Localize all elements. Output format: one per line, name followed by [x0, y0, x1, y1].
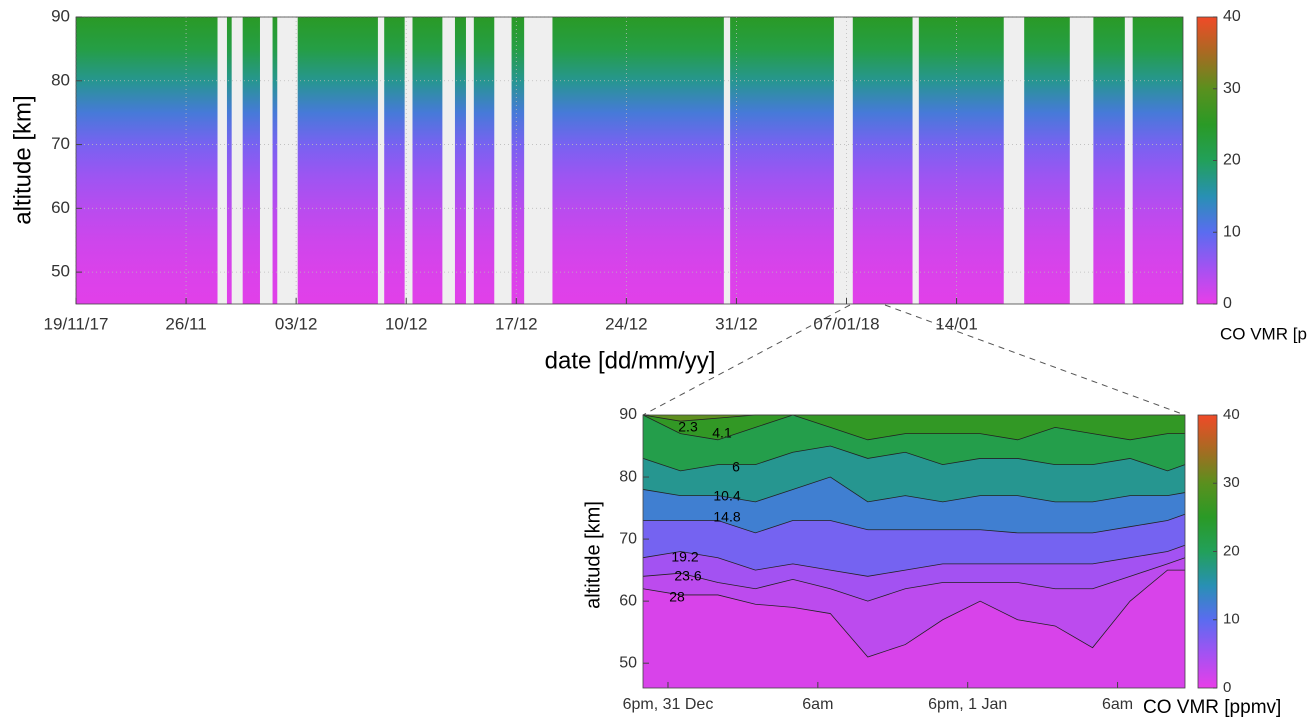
x-tick-label: 03/12: [275, 314, 318, 333]
x-tick-label: 31/12: [715, 314, 758, 333]
x-tick-label: 14/01: [935, 314, 978, 333]
y-tick-label: 70: [51, 134, 70, 153]
contour-label: 19.2: [671, 549, 698, 565]
data-gap: [1003, 17, 1025, 304]
x-tick-label: 07/01/18: [813, 314, 879, 333]
data-gap: [277, 17, 298, 304]
contour-label: 2.3: [678, 419, 698, 435]
y-tick-label: 50: [619, 654, 637, 671]
data-gap: [494, 17, 512, 304]
y-tick-label: 80: [51, 70, 70, 89]
data-gap: [231, 17, 243, 304]
contour-label: 10.4: [713, 488, 740, 504]
data-gap: [912, 17, 919, 304]
x-tick-label: 6am: [1102, 696, 1133, 713]
data-gap: [259, 17, 273, 304]
contour-line: [642, 445, 1186, 472]
x-tick-label: 26/11: [165, 314, 206, 333]
y-tick-label: 60: [619, 592, 637, 609]
contour-line: [643, 513, 1186, 534]
colorbar-tick-label: 30: [1223, 80, 1241, 97]
y-tick-label: 90: [51, 6, 70, 25]
y-tick-label: 80: [619, 468, 637, 485]
contour-label: 23.6: [674, 568, 701, 584]
data-gap: [1124, 17, 1133, 304]
y-tick-label: 70: [619, 530, 637, 547]
x-tick-label: 17/12: [495, 314, 538, 333]
data-gap: [442, 17, 455, 304]
data-gap: [465, 17, 474, 304]
contour-line: [642, 544, 1186, 577]
contour-line: [642, 569, 1185, 658]
contour-line: [642, 476, 1186, 503]
zoom-line: [884, 304, 1186, 416]
y-axis-label: altitude [km]: [9, 95, 36, 224]
y-tick-label: 90: [619, 406, 637, 423]
colorbar-tick-label: 0: [1223, 679, 1231, 696]
data-gap: [723, 17, 731, 304]
colorbar-tick-label: 0: [1223, 295, 1232, 312]
data-gap: [833, 17, 853, 304]
y-axis-label: altitude [km]: [582, 501, 604, 609]
colorbar-tick-label: 10: [1223, 611, 1240, 628]
x-tick-label: 10/12: [385, 314, 428, 333]
y-tick-label: 60: [51, 198, 70, 217]
colorbar-tick-label: 20: [1223, 542, 1240, 559]
contour-label: 28: [669, 589, 685, 605]
data-gap: [404, 17, 413, 304]
x-tick-label: 6pm, 1 Jan: [928, 696, 1007, 713]
contour-line: [642, 557, 1186, 602]
data-gap: [377, 17, 385, 304]
plot-frame: [75, 16, 1184, 305]
x-tick-label: 19/11/17: [44, 314, 109, 333]
band: [643, 415, 1185, 440]
plot-frame: [642, 414, 1186, 689]
colorbar-tick-label: 20: [1223, 152, 1241, 169]
data-gap: [1069, 17, 1094, 304]
x-tick-label: 6pm, 31 Dec: [623, 696, 714, 713]
contour-label: 6: [732, 459, 740, 475]
data-gap: [217, 17, 227, 304]
contour-label: 14.8: [713, 509, 740, 525]
contour-line: [642, 414, 1185, 441]
colorbar-tick-label: 40: [1223, 406, 1240, 423]
band: [643, 415, 1185, 422]
colorbar-tick-label: 40: [1223, 8, 1241, 25]
data-gap: [524, 17, 553, 304]
colorbar-tick-label: 30: [1223, 474, 1240, 491]
y-tick-label: 50: [51, 262, 70, 281]
colorbar-label: CO VMR [ppmv]: [1143, 697, 1281, 718]
colorbar-tick-label: 10: [1223, 223, 1241, 240]
x-tick-label: 6am: [802, 696, 833, 713]
x-tick-label: 24/12: [605, 314, 648, 333]
colorbar-label: CO VMR [ppmv]: [1220, 324, 1307, 343]
x-axis-label: date [dd/mm/yy]: [545, 347, 716, 374]
